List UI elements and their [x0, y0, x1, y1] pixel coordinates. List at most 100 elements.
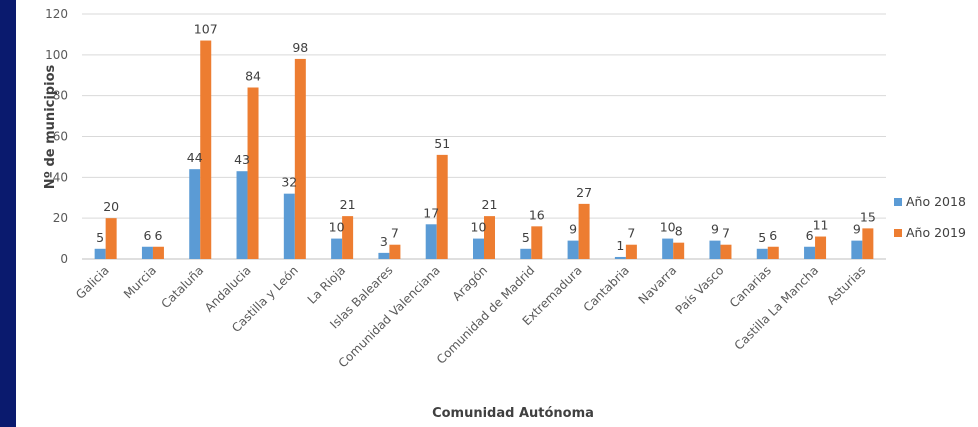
x-tick-label: Murcia [121, 263, 159, 301]
bar [804, 246, 816, 259]
data-label: 10 [471, 220, 487, 235]
data-label: 6 [154, 228, 162, 243]
data-label: 6 [143, 228, 151, 243]
y-tick-label: 60 [53, 130, 68, 144]
data-label: 15 [860, 209, 876, 224]
data-label: 32 [281, 175, 297, 190]
x-tick-label: Cantabria [581, 263, 632, 314]
data-label: 1 [616, 238, 624, 253]
data-label: 84 [245, 69, 261, 84]
x-tick-label: Aragón [450, 263, 490, 303]
data-label: 17 [423, 205, 439, 220]
bar [767, 246, 779, 259]
bar [189, 169, 201, 259]
data-label: 16 [529, 207, 545, 222]
bar [378, 252, 390, 259]
bar [141, 246, 153, 259]
data-label: 7 [722, 226, 730, 241]
bar [425, 224, 437, 259]
x-tick-label: Castilla La Mancha [732, 263, 822, 353]
data-label: 9 [853, 222, 861, 237]
bar [614, 256, 626, 259]
y-tick-labels: 0 20 40 60 80 100 120 [45, 7, 68, 266]
bar [709, 240, 721, 259]
bar [625, 244, 637, 259]
bar [236, 171, 248, 259]
bar [152, 246, 164, 259]
bar [473, 238, 484, 259]
data-label: 51 [434, 136, 450, 151]
bars [94, 40, 874, 259]
data-label: 8 [675, 224, 683, 239]
data-label: 43 [234, 152, 250, 167]
data-label: 10 [660, 220, 676, 235]
data-label: 6 [769, 228, 777, 243]
x-tick-label: Cataluña [158, 263, 206, 311]
bar [578, 203, 590, 259]
y-tick-label: 40 [53, 170, 68, 184]
x-tick-label: País Vasco [673, 263, 727, 317]
bar [484, 216, 495, 259]
bar [851, 240, 863, 259]
x-tick-label: Asturias [824, 263, 868, 307]
bar [756, 248, 768, 259]
gridlines [82, 13, 886, 260]
data-label: 21 [482, 197, 498, 212]
data-label: 5 [96, 230, 104, 245]
x-axis-title: Comunidad Autónoma [432, 406, 594, 421]
legend-label: Año 2019 [906, 225, 966, 240]
x-tick-label: Canarias [727, 263, 774, 310]
bar [815, 236, 827, 259]
y-tick-label: 120 [45, 7, 68, 21]
bar [531, 226, 543, 259]
bar [662, 238, 674, 259]
data-label: 9 [569, 222, 577, 237]
bar [105, 218, 117, 259]
chart-panel: 0 20 40 60 80 100 120 5 20 6 6 44 107 43 84 32 98 10 21 3 7… [16, 0, 978, 427]
x-tick-label: Galicia [73, 263, 112, 302]
bar [436, 154, 448, 259]
y-tick-label: 100 [45, 48, 68, 62]
data-label: 5 [522, 230, 530, 245]
legend-swatch [894, 229, 902, 237]
bar [294, 58, 306, 259]
y-tick-label: 20 [53, 211, 68, 225]
data-label: 21 [340, 197, 356, 212]
data-label: 10 [329, 220, 345, 235]
bar [331, 238, 343, 259]
bar [673, 242, 685, 259]
bar [342, 216, 354, 259]
legend-label: Año 2018 [906, 194, 966, 209]
data-label: 98 [292, 40, 308, 55]
x-tick-label: Navarra [636, 263, 680, 307]
data-label: 44 [187, 150, 203, 165]
bar [94, 248, 106, 259]
x-tick-label: La Rioja [305, 263, 349, 307]
data-label: 6 [806, 228, 814, 243]
bar [247, 87, 259, 259]
data-label: 27 [576, 185, 592, 200]
bar [520, 248, 532, 259]
legend-swatch [894, 198, 902, 206]
data-label: 7 [391, 226, 399, 241]
y-tick-label: 80 [53, 89, 68, 103]
data-label: 20 [103, 199, 119, 214]
bar [283, 193, 295, 259]
bar [200, 40, 212, 259]
y-tick-label: 0 [60, 252, 68, 266]
bar [567, 240, 579, 259]
data-label: 11 [813, 218, 829, 233]
data-label: 3 [380, 234, 388, 249]
data-label: 9 [711, 222, 719, 237]
legend: Año 2018 Año 2019 [894, 194, 966, 240]
bar [720, 244, 732, 259]
data-label: 107 [194, 22, 218, 37]
bar [862, 228, 874, 259]
data-label: 5 [758, 230, 766, 245]
bar [389, 244, 401, 259]
y-axis-title: Nº de municipios [43, 64, 58, 189]
data-label: 7 [627, 226, 635, 241]
